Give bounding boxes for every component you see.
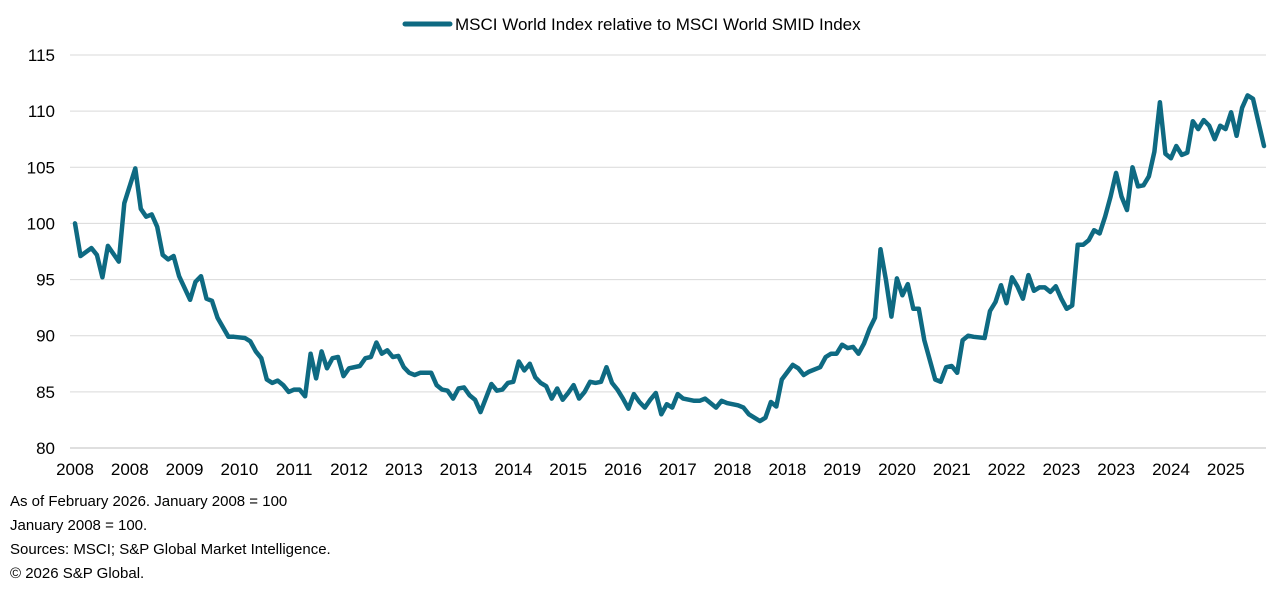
- footnote-copyright: © 2026 S&P Global.: [10, 565, 145, 582]
- footnote-as-of: As of February 2026. January 2008 = 100: [10, 493, 288, 510]
- data-points: [74, 95, 1265, 422]
- x-tick-label: 2018: [714, 460, 752, 479]
- legend-label: MSCI World Index relative to MSCI World …: [455, 15, 861, 34]
- x-tick-label: 2020: [878, 460, 916, 479]
- x-tick-label: 2013: [385, 460, 423, 479]
- x-tick-label: 2023: [1042, 460, 1080, 479]
- gridlines: [70, 54, 1266, 449]
- x-tick-label: 2009: [166, 460, 204, 479]
- x-tick-label: 2012: [330, 460, 368, 479]
- y-tick-label: 100: [27, 214, 55, 233]
- x-tick-label: 2019: [823, 460, 861, 479]
- y-axis-tick-labels: 80 85 90 95 100 105 110 115: [27, 46, 55, 458]
- x-tick-label: 2015: [549, 460, 587, 479]
- y-tick-label: 95: [36, 271, 55, 290]
- x-tick-label: 2024: [1152, 460, 1190, 479]
- footnote-base: January 2008 = 100.: [10, 517, 148, 534]
- x-tick-label: 2023: [1097, 460, 1135, 479]
- x-tick-label: 2025: [1207, 460, 1245, 479]
- y-tick-label: 80: [36, 439, 55, 458]
- legend: MSCI World Index relative to MSCI World …: [402, 15, 861, 34]
- x-tick-label: 2021: [933, 460, 971, 479]
- x-tick-label: 2018: [768, 460, 806, 479]
- x-tick-label: 2014: [494, 460, 532, 479]
- x-tick-label: 2008: [111, 460, 149, 479]
- series-line: [72, 93, 1267, 424]
- y-tick-label: 110: [28, 102, 55, 121]
- x-tick-label: 2010: [220, 460, 258, 479]
- x-axis-tick-labels: 2008 2008 2009 2010 2011 2012 2013 2013 2014 2015…: [56, 460, 1245, 479]
- y-tick-label: 85: [36, 383, 55, 402]
- x-tick-label: 2017: [659, 460, 697, 479]
- x-tick-label: 2016: [604, 460, 642, 479]
- x-tick-label: 2013: [440, 460, 478, 479]
- x-tick-label: 2008: [56, 460, 94, 479]
- footnote-sources: Sources: MSCI; S&P Global Market Intelli…: [10, 541, 331, 558]
- x-tick-label: 2011: [276, 460, 313, 479]
- y-tick-label: 115: [28, 46, 55, 65]
- x-tick-label: 2022: [988, 460, 1026, 479]
- y-tick-label: 90: [36, 327, 55, 346]
- y-tick-label: 105: [27, 158, 55, 177]
